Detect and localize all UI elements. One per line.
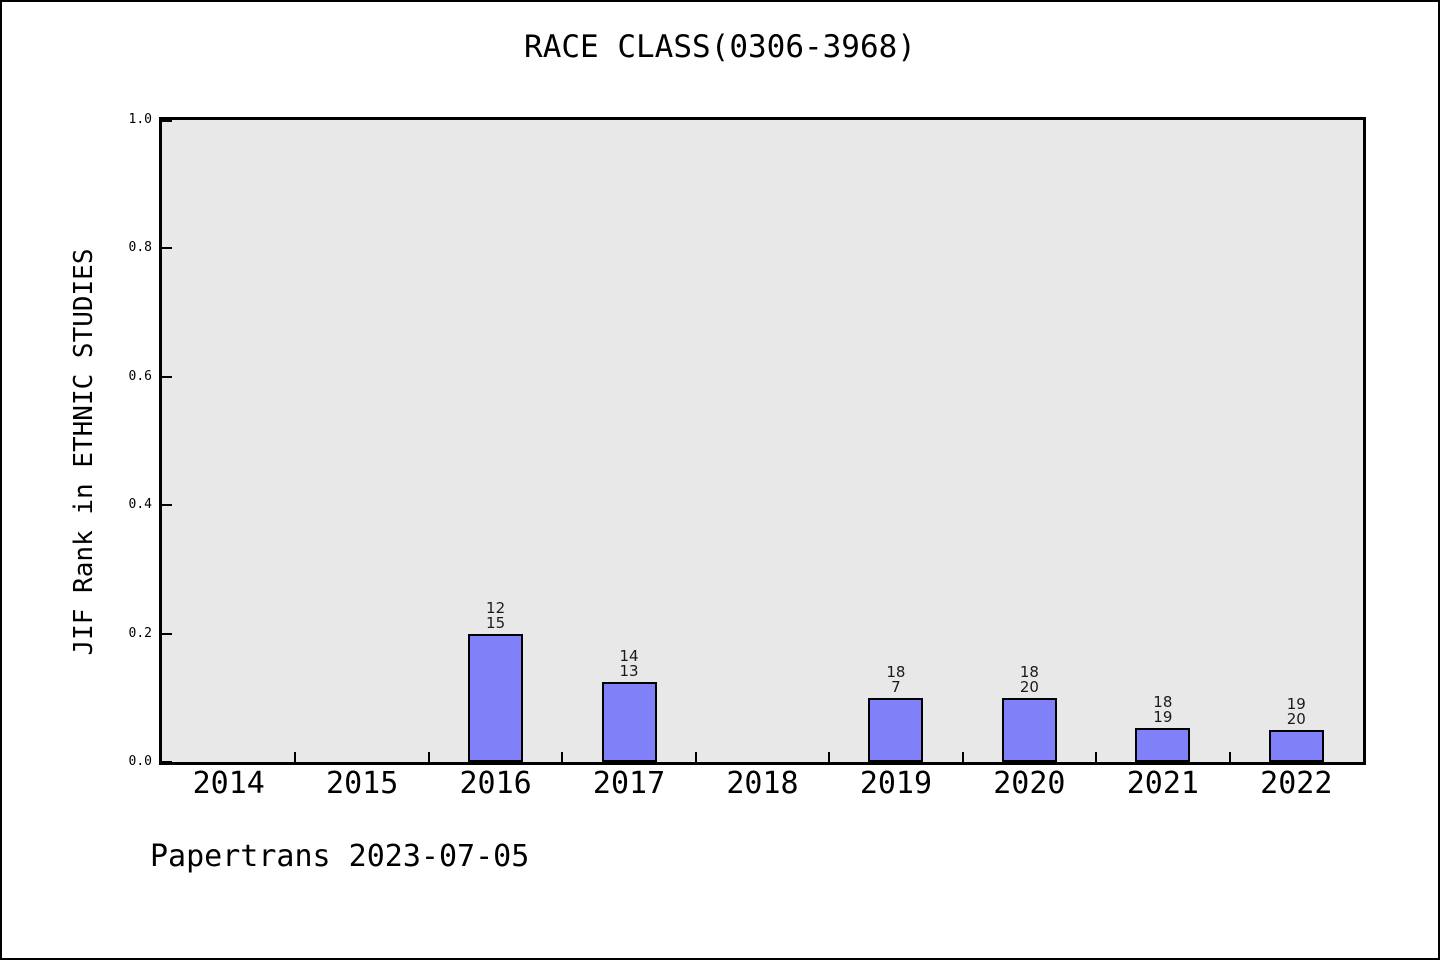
y-tick-label: 0.2 — [128, 625, 152, 641]
bar-2020 — [1001, 698, 1057, 762]
x-tick-label: 2017 — [592, 766, 666, 801]
bar-2019 — [868, 698, 924, 762]
bar-value-bottom: 19 — [1153, 708, 1173, 726]
bar-value-bottom: 13 — [619, 662, 639, 680]
x-tick-label: 2016 — [459, 766, 532, 801]
x-tick-mark — [828, 752, 831, 762]
x-tick-label: 2019 — [859, 766, 933, 801]
y-tick-mark — [162, 120, 172, 122]
x-tick-mark — [961, 752, 964, 762]
y-tick-mark — [162, 761, 172, 763]
y-tick-label: 0.8 — [128, 240, 152, 256]
y-tick-label: 0.6 — [128, 368, 152, 384]
bar-2016 — [468, 634, 524, 762]
bar-value-label: 18 20 — [963, 665, 1096, 695]
y-tick-label: 0.4 — [128, 497, 152, 513]
footer-text: Papertrans 2023-07-05 — [150, 839, 530, 874]
bar-value-bottom: 7 — [891, 678, 901, 696]
bar-value-label: 19 20 — [1230, 697, 1363, 727]
bar-value-bottom: 20 — [1286, 710, 1306, 728]
bar-value-top: 19 — [1286, 695, 1306, 713]
bar-value-top: 18 — [1153, 693, 1173, 711]
x-tick-mark — [1228, 752, 1231, 762]
y-tick-mark — [162, 632, 172, 635]
x-tick-mark — [427, 752, 430, 762]
y-tick-mark — [162, 504, 172, 507]
plot-area: 12 15 14 13 18 7 18 20 18 19 19 20 — [159, 117, 1366, 765]
bar-value-top: 18 — [1019, 663, 1039, 681]
x-tick-mark — [294, 752, 297, 762]
bar-value-top: 18 — [886, 663, 906, 681]
x-tick-label: 2015 — [326, 766, 399, 801]
x-tick-mark — [694, 752, 697, 762]
y-tick-label: 0.0 — [128, 754, 152, 769]
y-tick-mark — [162, 375, 172, 378]
x-tick-mark — [1095, 752, 1098, 762]
bar-value-top: 12 — [486, 599, 506, 617]
bar-2021 — [1135, 728, 1191, 762]
bar-value-label: 18 7 — [829, 665, 962, 695]
x-tick-label: 2022 — [1260, 766, 1333, 801]
bar-value-top: 14 — [619, 647, 639, 665]
x-tick-label: 2021 — [1126, 766, 1199, 801]
bar-2017 — [601, 682, 657, 762]
bar-value-label: 18 19 — [1096, 695, 1229, 725]
bar-value-label: 14 13 — [562, 649, 695, 679]
bar-value-bottom: 20 — [1019, 678, 1039, 696]
x-tick-mark — [561, 752, 564, 762]
bar-value-label: 12 15 — [429, 601, 562, 631]
y-axis-label: JIF Rank in ETHNIC STUDIES — [69, 248, 99, 656]
x-tick-label: 2020 — [993, 766, 1066, 801]
x-tick-label: 2018 — [726, 766, 799, 801]
bar-2022 — [1268, 730, 1324, 762]
chart-title: RACE CLASS(0306-3968) — [524, 29, 916, 65]
bar-value-bottom: 15 — [486, 614, 506, 632]
y-tick-label: 1.0 — [128, 112, 152, 127]
y-tick-mark — [162, 247, 172, 250]
x-tick-label: 2014 — [192, 766, 265, 801]
